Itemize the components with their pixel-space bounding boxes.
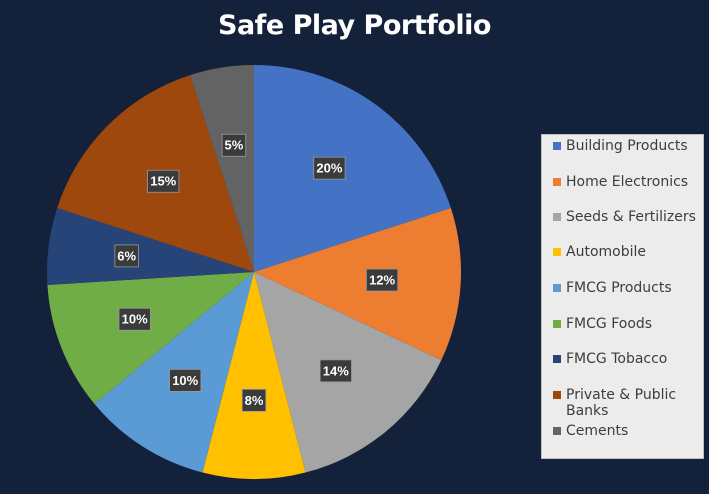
legend-label: Private & Public Banks bbox=[566, 387, 677, 419]
data-label-automobile: 8% bbox=[241, 388, 267, 412]
legend-label: Seeds & Fertilizers bbox=[566, 209, 696, 225]
data-label-box bbox=[147, 169, 180, 193]
legend-swatch bbox=[553, 248, 561, 256]
chart-legend: Building Products Home Electronics Seeds &… bbox=[541, 134, 704, 459]
legend-label: Cements bbox=[566, 423, 629, 439]
data-label-box bbox=[319, 359, 352, 383]
pie-data-labels: 20% 12% 14% 8% 10% 10% 6% 15% 5% bbox=[114, 133, 399, 412]
legend-item-fmcg-tobacco: FMCG Tobacco bbox=[553, 351, 705, 367]
legend-label: Home Electronics bbox=[566, 174, 689, 190]
pie-slice-building-products bbox=[254, 65, 451, 272]
legend-item-fmcg-products: FMCG Products bbox=[553, 280, 705, 296]
data-label-text: 10% bbox=[122, 312, 148, 327]
data-label-box bbox=[221, 133, 247, 157]
legend-swatch bbox=[553, 213, 561, 221]
data-label-box bbox=[169, 368, 202, 392]
pie-slice-fmcg-tobacco bbox=[47, 208, 255, 285]
data-label-text: 12% bbox=[369, 273, 395, 288]
pie-slice-automobile bbox=[202, 272, 306, 479]
chart-title: Safe Play Portfolio bbox=[218, 10, 491, 41]
legend-swatch bbox=[553, 284, 561, 292]
legend-swatch bbox=[553, 320, 561, 328]
data-label-box bbox=[365, 268, 399, 292]
data-label-fmcg-tobacco: 6% bbox=[114, 244, 139, 268]
legend-swatch bbox=[553, 355, 561, 363]
data-label-building-products: 20% bbox=[313, 156, 346, 180]
legend-item-home-electronics: Home Electronics bbox=[553, 174, 705, 190]
data-label-home-electronics: 12% bbox=[365, 268, 399, 292]
data-label-text: 20% bbox=[316, 161, 342, 176]
legend-label: FMCG Tobacco bbox=[566, 351, 668, 367]
legend-label: FMCG Products bbox=[566, 280, 672, 296]
legend-item-building-products: Building Products bbox=[553, 138, 705, 154]
legend-swatch bbox=[553, 391, 561, 399]
legend-label: Automobile bbox=[566, 244, 646, 260]
legend-item-fmcg-foods: FMCG Foods bbox=[553, 316, 705, 332]
data-label-box bbox=[118, 307, 151, 331]
data-label-text: 10% bbox=[172, 373, 198, 388]
data-label-text: 6% bbox=[117, 248, 136, 263]
data-label-box bbox=[313, 156, 346, 180]
data-label-box bbox=[241, 388, 267, 412]
legend-item-automobile: Automobile bbox=[553, 244, 705, 260]
legend-label: FMCG Foods bbox=[566, 316, 653, 332]
data-label-text: 15% bbox=[150, 174, 176, 189]
data-label-box bbox=[114, 244, 139, 268]
data-label-text: 14% bbox=[323, 363, 349, 378]
data-label-private-and-public-banks: 15% bbox=[147, 169, 180, 193]
data-label-seeds-and-fertilizers: 14% bbox=[319, 359, 352, 383]
data-label-fmcg-foods: 10% bbox=[118, 307, 151, 331]
data-label-text: 8% bbox=[245, 393, 264, 408]
pie-slice-cements bbox=[190, 65, 254, 272]
legend-label: Building Products bbox=[566, 138, 688, 154]
data-label-fmcg-products: 10% bbox=[169, 368, 202, 392]
legend-swatch bbox=[553, 178, 561, 186]
legend-swatch bbox=[553, 427, 561, 435]
data-label-text: 5% bbox=[225, 138, 244, 153]
legend-item-seeds-and-fertilizers: Seeds & Fertilizers bbox=[553, 209, 705, 225]
pie-slices bbox=[47, 65, 461, 479]
pie-slice-fmcg-foods bbox=[47, 272, 255, 404]
legend-swatch bbox=[553, 142, 561, 150]
legend-item-private-and-public-banks: Private & Public Banks bbox=[553, 387, 705, 419]
pie-slice-home-electronics bbox=[254, 208, 461, 361]
data-label-cements: 5% bbox=[221, 133, 247, 157]
legend-item-cements: Cements bbox=[553, 423, 705, 439]
